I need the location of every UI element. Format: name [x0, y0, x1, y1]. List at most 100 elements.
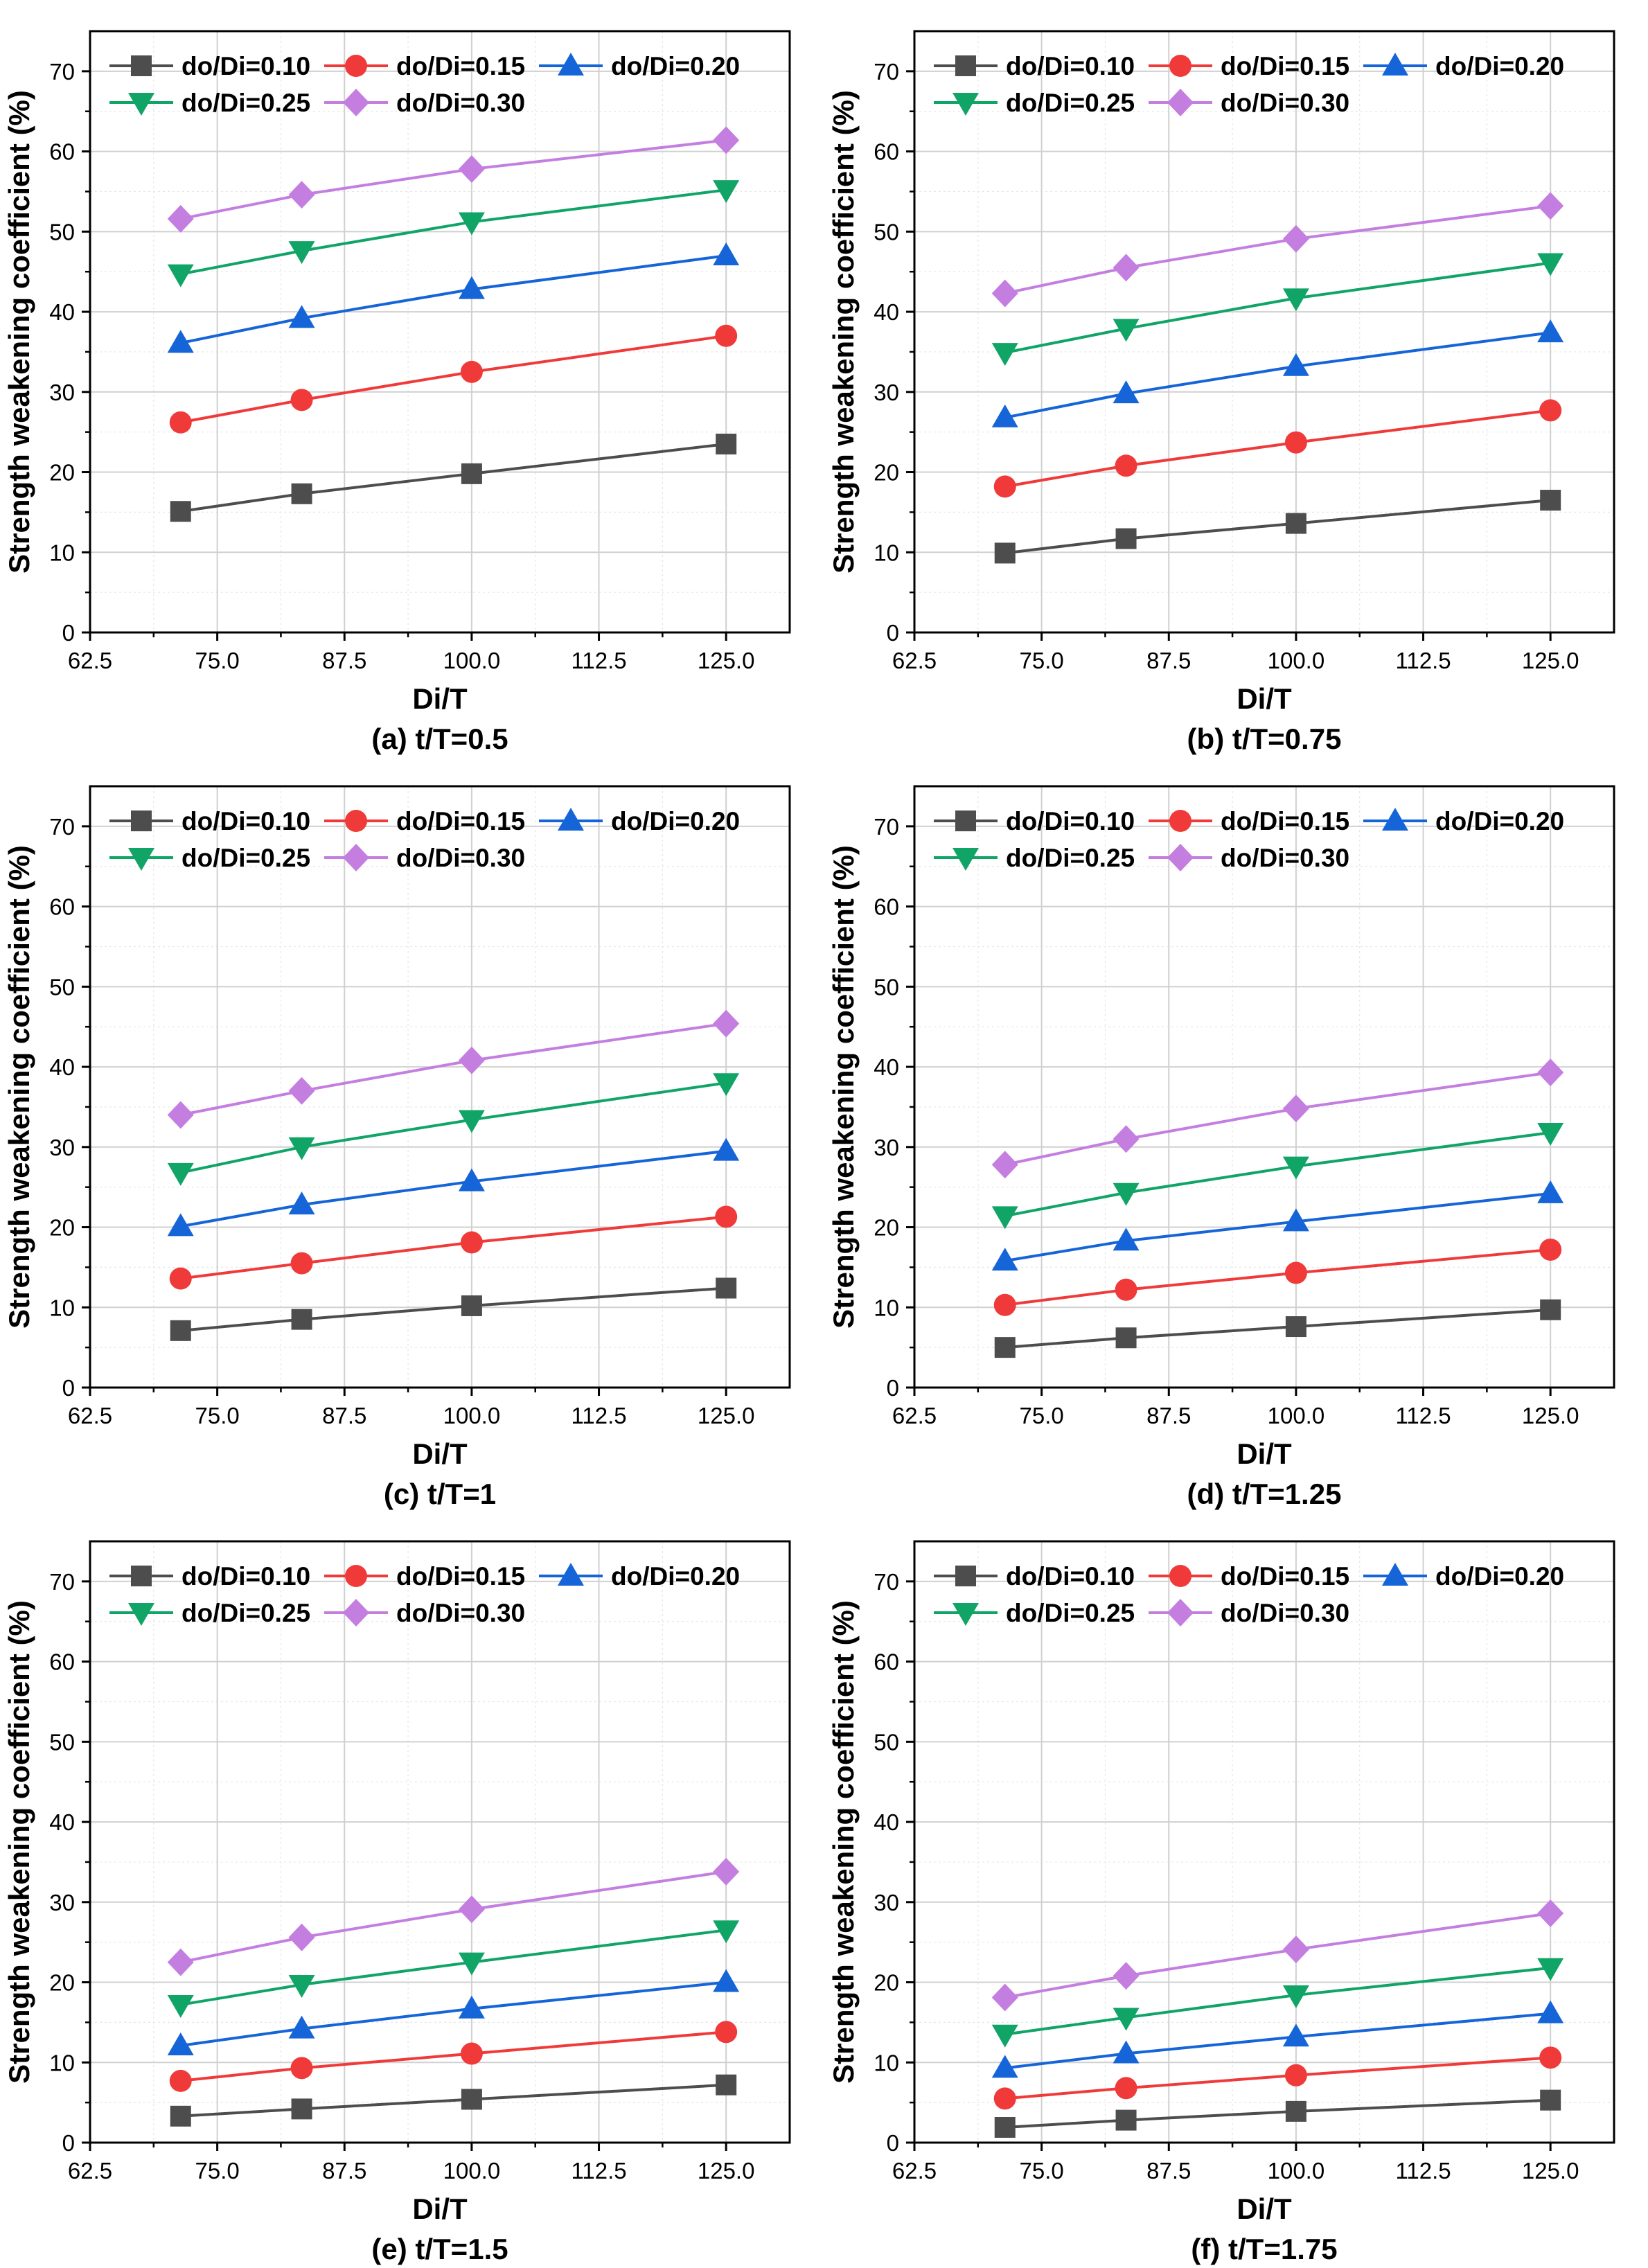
- legend-marker: [1382, 1563, 1408, 1586]
- y-tick-label: 50: [49, 974, 75, 1000]
- y-tick-label: 20: [874, 1215, 899, 1241]
- data-point: [167, 330, 194, 353]
- y-tick-label: 0: [62, 620, 75, 646]
- x-tick-label: 62.5: [892, 648, 937, 673]
- legend-entry: do/Di=0.20: [1363, 807, 1564, 835]
- data-point: [460, 2042, 483, 2065]
- legend: do/Di=0.10 do/Di=0.15 do/Di=0.20 do/Di=0.25…: [934, 1562, 1564, 1627]
- y-axis-label: Strength weakening coefficient (%): [827, 90, 860, 574]
- legend-marker: [1382, 53, 1408, 76]
- data-point: [1115, 528, 1137, 549]
- data-point: [458, 1952, 485, 1976]
- data-point: [1537, 253, 1564, 276]
- legend-label: do/Di=0.20: [611, 1562, 740, 1591]
- legend-label: do/Di=0.10: [1006, 52, 1135, 80]
- series-do-di-0-30: [167, 126, 740, 233]
- x-tick-label: 125.0: [1522, 1403, 1579, 1428]
- legend-marker: [1167, 844, 1194, 871]
- series-do-di-0-10: [170, 1277, 737, 1341]
- series-do-di-0-20: [991, 2000, 1564, 2078]
- data-point: [291, 483, 312, 504]
- data-point: [170, 1320, 191, 1341]
- legend-entry: do/Di=0.25: [109, 89, 310, 117]
- data-point: [458, 212, 485, 236]
- minor-grid: [914, 31, 1614, 632]
- x-tick-label: 62.5: [68, 1403, 112, 1428]
- series-line: [1004, 331, 1551, 419]
- series-line: [1004, 1912, 1551, 1999]
- data-point: [461, 463, 482, 484]
- data-point: [1282, 1208, 1309, 1232]
- y-tick-label: 10: [874, 1295, 899, 1320]
- series-do-di-0-10: [994, 2089, 1561, 2138]
- data-point: [458, 1995, 485, 2019]
- x-tick-label: 100.0: [1268, 1403, 1325, 1428]
- series-do-di-0-15: [993, 2046, 1562, 2110]
- data-point: [713, 1969, 740, 1992]
- data-point: [167, 1101, 194, 1129]
- y-tick-label: 50: [874, 219, 899, 245]
- y-tick-label: 40: [874, 1809, 899, 1835]
- series-line: [1004, 2012, 1551, 2070]
- data-point: [1537, 2000, 1564, 2023]
- legend-entry: do/Di=0.30: [1149, 89, 1349, 117]
- data-point: [991, 404, 1018, 427]
- series-line: [180, 2030, 727, 2082]
- major-grid: [90, 31, 790, 632]
- data-point: [1113, 1228, 1140, 1251]
- x-tick-label: 100.0: [1268, 648, 1325, 673]
- y-axis-label: Strength weakening coefficient (%): [3, 845, 35, 1329]
- data-point: [458, 1046, 485, 1074]
- x-tick-label: 125.0: [1522, 648, 1579, 673]
- series-do-di-0-20: [991, 1180, 1564, 1271]
- x-tick-label: 62.5: [892, 1403, 937, 1428]
- data-point: [715, 324, 738, 347]
- data-point: [1115, 1327, 1137, 1349]
- y-tick-label: 20: [49, 460, 75, 486]
- data-point: [461, 2089, 482, 2110]
- series-do-di-0-15: [169, 324, 738, 434]
- data-point: [167, 1213, 194, 1237]
- y-tick-label: 30: [49, 380, 75, 405]
- legend-entry: do/Di=0.20: [1363, 1562, 1564, 1591]
- data-point: [1540, 2089, 1561, 2111]
- x-tick-label: 100.0: [1268, 2158, 1325, 2183]
- y-tick-label: 30: [49, 1890, 75, 1915]
- legend-entry: do/Di=0.30: [1149, 844, 1349, 872]
- legend-label: do/Di=0.30: [1221, 844, 1349, 872]
- x-tick-label: 100.0: [443, 1403, 501, 1428]
- data-point: [460, 1231, 483, 1254]
- y-tick-label: 20: [49, 1215, 75, 1241]
- y-tick-label: 30: [49, 1135, 75, 1160]
- legend-marker: [953, 1603, 979, 1626]
- data-point: [1537, 319, 1564, 343]
- data-point: [1282, 288, 1309, 312]
- y-tick-label: 50: [49, 219, 75, 245]
- legend-label: do/Di=0.20: [1435, 807, 1564, 835]
- data-point: [713, 1009, 740, 1038]
- data-point: [993, 2087, 1016, 2110]
- data-point: [1540, 490, 1561, 511]
- data-point: [460, 360, 483, 383]
- y-tick-label: 20: [874, 1970, 899, 1996]
- series-line: [1004, 2098, 1551, 2129]
- x-tick-label: 87.5: [322, 2158, 366, 2183]
- legend-marker: [558, 1563, 584, 1586]
- x-axis-label: Di/T: [1237, 682, 1292, 715]
- data-point: [713, 1857, 740, 1886]
- x-tick-label: 75.0: [195, 2158, 240, 2183]
- y-tick-label: 70: [49, 59, 75, 85]
- x-tick-label: 62.5: [892, 2158, 937, 2183]
- legend-label: do/Di=0.20: [611, 807, 740, 835]
- legend-marker: [558, 808, 584, 831]
- data-point: [1537, 1899, 1564, 1928]
- data-point: [991, 343, 1018, 366]
- panel-title: (d) t/T=1.25: [1187, 1478, 1342, 1510]
- series-line: [180, 443, 727, 513]
- data-point: [1285, 513, 1306, 534]
- plot-frame: [89, 30, 791, 634]
- data-point: [713, 180, 740, 204]
- data-point: [169, 411, 192, 434]
- legend-marker: [955, 55, 976, 76]
- panel-title: (e) t/T=1.5: [371, 2233, 508, 2265]
